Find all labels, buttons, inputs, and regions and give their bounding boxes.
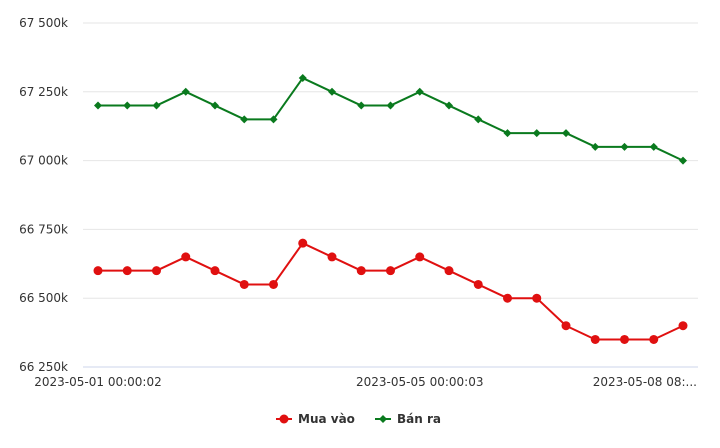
data-point[interactable] [152,266,161,276]
y-tick-label: 66 750k [19,222,68,236]
data-point[interactable] [122,266,132,276]
data-point[interactable] [386,101,395,110]
data-point[interactable] [532,293,542,303]
legend-item-mua-vao[interactable]: Mua vào [276,412,355,426]
grid-layer [83,22,698,368]
data-point[interactable] [591,142,600,151]
data-point[interactable] [415,87,424,96]
data-point[interactable] [269,279,278,289]
data-point[interactable] [210,266,220,276]
y-tick-label: 67 250k [19,85,68,99]
data-point[interactable] [445,101,453,110]
data-point[interactable] [649,334,659,344]
y-tick-label: 67 500k [19,16,68,30]
legend-marker [379,415,387,423]
data-point[interactable] [211,101,219,110]
data-point[interactable] [679,156,687,165]
x-tick-label: 2023-05-08 08:... [593,375,697,389]
data-point[interactable] [590,334,600,344]
data-point[interactable] [298,238,308,248]
y-tick-label: 66 500k [19,291,68,305]
x-tick-label: 2023-05-05 00:00:03 [356,375,483,389]
data-point[interactable] [649,142,658,151]
data-point[interactable] [357,101,366,110]
legend: Mua vào Bán ra [276,412,441,426]
data-point[interactable] [327,252,337,262]
data-point[interactable] [562,129,570,138]
series-mua-vao [93,238,688,344]
data-point[interactable] [239,279,249,289]
legend-label: Mua vào [298,412,355,426]
data-point[interactable] [473,279,483,289]
data-point[interactable] [298,74,307,83]
data-point[interactable] [269,115,278,124]
series-ban-ra [94,74,687,165]
legend-label: Bán ra [397,412,441,426]
series-layer [93,74,688,344]
data-point[interactable] [152,101,161,110]
data-point[interactable] [620,142,629,151]
data-point[interactable] [123,101,132,110]
data-point[interactable] [503,293,512,303]
x-tick-label: 2023-05-01 00:00:02 [34,375,161,389]
data-point[interactable] [328,87,336,96]
data-point[interactable] [356,266,366,276]
data-point[interactable] [532,129,541,138]
data-point[interactable] [181,252,191,262]
data-point[interactable] [474,115,483,124]
data-point[interactable] [444,266,454,276]
data-point[interactable] [561,321,571,331]
data-point[interactable] [94,101,102,110]
data-point[interactable] [240,115,249,124]
data-point[interactable] [620,334,629,344]
y-tick-label: 66 250k [19,360,68,374]
data-point[interactable] [386,266,395,276]
y-tick-label: 67 000k [19,154,68,168]
legend-marker [279,414,289,424]
data-point[interactable] [678,321,688,331]
data-point[interactable] [181,87,190,96]
axis-layer: 67 500k 67 250k 67 000k 66 750k 66 500k 66 25… [19,16,697,389]
legend-item-ban-ra[interactable]: Bán ra [375,412,441,426]
data-point[interactable] [503,129,512,138]
data-point[interactable] [415,252,425,262]
data-point[interactable] [93,266,103,276]
